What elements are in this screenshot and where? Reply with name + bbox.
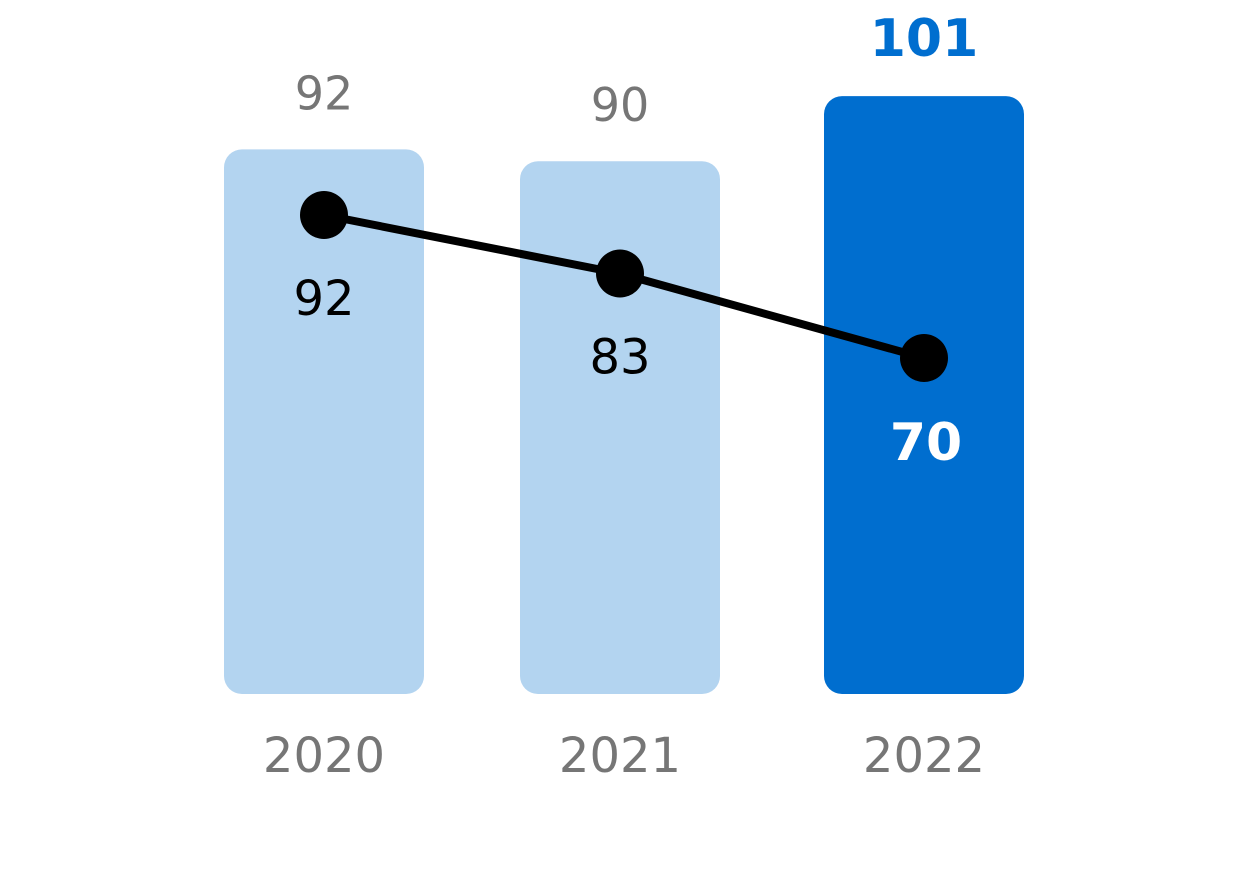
line-point-2022: [900, 334, 948, 382]
line-value-label: 83: [589, 330, 650, 386]
line-point-2020: [300, 191, 348, 239]
x-tick-label: 2022: [863, 728, 985, 784]
line-value-label: 92: [293, 271, 354, 327]
bar-value-label: 92: [295, 66, 354, 120]
bar-value-label: 90: [591, 78, 650, 132]
bar-2020: [224, 149, 424, 695]
bar-2021: [520, 161, 720, 694]
line-point-2021: [596, 249, 644, 298]
bar-2022: [824, 96, 1024, 694]
x-tick-label: 2020: [263, 728, 385, 784]
bar-value-label: 101: [870, 9, 979, 69]
x-tick-label: 2021: [559, 728, 681, 784]
line-value-label: 70: [890, 413, 962, 473]
